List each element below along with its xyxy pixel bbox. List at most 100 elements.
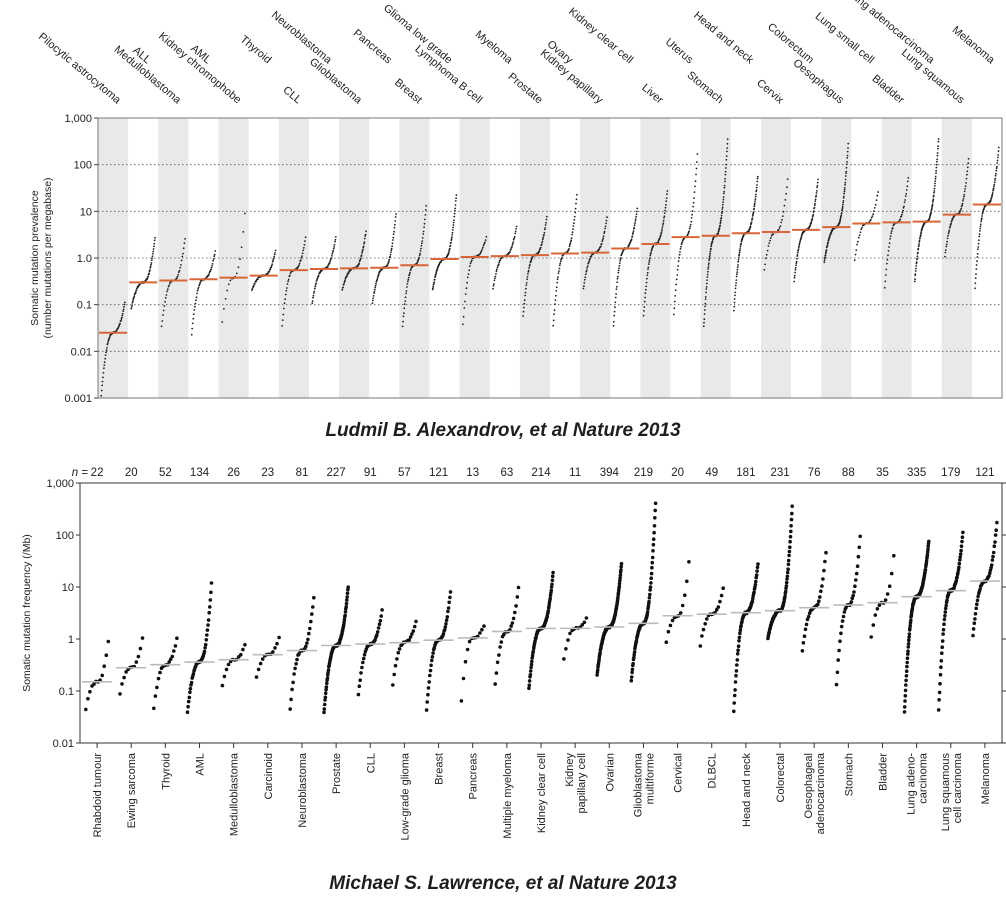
data-point <box>733 301 736 304</box>
data-point <box>405 292 407 295</box>
data-point <box>545 221 547 224</box>
data-point <box>188 690 192 695</box>
data-point <box>274 249 277 252</box>
data-point <box>406 280 409 283</box>
data-point <box>453 212 456 215</box>
data-point <box>704 298 707 300</box>
data-point <box>371 302 374 305</box>
data-point <box>564 647 568 651</box>
data-point <box>678 611 683 615</box>
data-point <box>359 671 363 675</box>
category-label: cell carcinoma <box>952 752 964 823</box>
data-point <box>824 254 827 257</box>
data-point <box>204 638 209 642</box>
data-point <box>130 306 133 308</box>
category-label: Carcinoid <box>263 753 275 799</box>
data-point <box>917 251 919 254</box>
data-point <box>649 581 653 585</box>
data-point <box>418 256 421 259</box>
data-point <box>737 264 739 266</box>
category-label: Cervix <box>754 77 786 107</box>
data-point <box>454 204 457 206</box>
data-point <box>989 199 992 202</box>
data-point <box>748 228 751 230</box>
data-point <box>814 198 817 201</box>
data-point <box>646 271 649 274</box>
data-point <box>901 211 904 214</box>
category-label: Kidney clear cell <box>536 753 548 833</box>
data-point <box>996 159 999 162</box>
data-point <box>812 213 815 216</box>
data-point <box>846 157 849 159</box>
data-point <box>195 296 198 299</box>
data-point <box>345 595 350 599</box>
data-point <box>834 682 839 687</box>
data-point <box>134 660 139 664</box>
data-point <box>653 508 657 513</box>
data-point <box>702 325 705 328</box>
data-point <box>703 313 706 315</box>
data-point <box>785 570 790 575</box>
data-point <box>678 253 681 256</box>
data-point <box>821 577 825 581</box>
data-point <box>614 301 617 304</box>
data-point <box>423 226 425 229</box>
data-point <box>525 287 527 290</box>
data-point <box>551 570 555 575</box>
data-point <box>180 259 183 262</box>
data-point <box>818 595 822 599</box>
data-point <box>750 221 753 224</box>
data-point <box>753 203 756 206</box>
data-point <box>133 296 135 299</box>
data-point <box>618 267 620 270</box>
data-point <box>495 270 498 273</box>
data-point <box>325 681 329 686</box>
data-point <box>568 245 571 248</box>
data-point <box>842 200 845 202</box>
data-point <box>651 537 656 541</box>
data-point <box>733 309 735 312</box>
data-point <box>417 258 420 260</box>
data-point <box>843 187 846 189</box>
data-point <box>334 240 336 243</box>
data-point <box>756 175 759 178</box>
data-point <box>378 618 383 623</box>
data-point <box>943 614 947 618</box>
data-point <box>646 604 651 609</box>
data-point <box>811 217 814 220</box>
data-point <box>322 707 327 711</box>
data-point <box>725 163 727 166</box>
data-point <box>393 230 395 233</box>
data-point <box>936 160 938 163</box>
data-point <box>617 271 620 274</box>
data-point <box>270 264 273 267</box>
data-point <box>298 264 300 266</box>
data-point <box>523 306 525 309</box>
sample-count: 52 <box>159 467 172 479</box>
data-point <box>587 261 590 264</box>
data-point <box>316 278 318 281</box>
data-point <box>885 592 890 596</box>
data-point <box>873 207 876 209</box>
category-label: Melanoma <box>950 24 998 67</box>
data-point <box>661 226 664 228</box>
data-point <box>820 584 824 588</box>
data-point <box>944 603 948 608</box>
data-point <box>432 282 435 285</box>
data-point <box>644 292 647 295</box>
data-point <box>617 581 622 586</box>
data-point <box>814 200 817 203</box>
data-point <box>197 288 200 290</box>
data-point <box>987 574 991 578</box>
data-point <box>749 225 752 228</box>
data-point <box>735 275 738 278</box>
data-point <box>733 688 737 692</box>
data-point <box>274 252 276 254</box>
data-point <box>244 212 246 215</box>
data-point <box>632 652 636 657</box>
data-point <box>734 294 736 297</box>
data-point <box>753 202 756 205</box>
data-point <box>514 230 517 233</box>
data-point <box>673 307 676 310</box>
data-point <box>932 198 935 201</box>
